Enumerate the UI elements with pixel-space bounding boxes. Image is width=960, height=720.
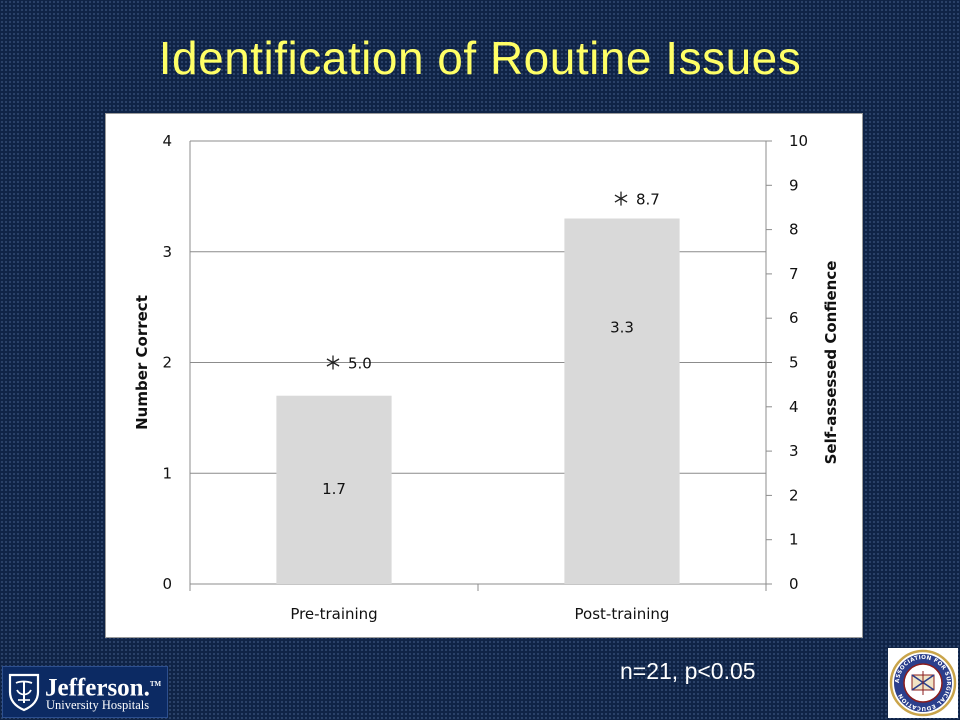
chart-panel: 0 1 2 3 4 0 1 2 3 4 5 6 7 8 9 10 1.7 Pre-training 5.0 3.3 Po… [105,113,863,638]
left-tick-label: 3 [162,243,172,261]
left-tick-label: 4 [162,132,172,150]
bar [276,395,392,584]
slide-title: Identification of Routine Issues [158,32,802,84]
category-label: Pre-training [290,605,377,623]
right-tick-label: 9 [789,176,799,194]
category-label: Post-training [575,605,670,623]
left-tick-label: 0 [162,575,172,593]
right-axis-title: Self-assessed Confience [822,261,840,465]
logo-trademark: TM [149,680,162,688]
right-tick-label: 7 [789,265,799,283]
labels: 0 1 2 3 4 0 1 2 3 4 5 6 7 8 9 10 1.7 Pre-training 5.0 3.3 Po… [133,132,840,623]
sample-size-note: n=21, p<0.05 [620,658,756,684]
bar-data-label: 3.3 [610,318,634,336]
asterisk-data-label: 5.0 [348,355,372,373]
left-tick-label: 1 [162,464,172,482]
axes [189,140,772,591]
right-tick-label: 4 [789,398,799,416]
bars [276,218,680,584]
asterisk-data-label: 8.7 [636,191,660,209]
jefferson-logo: Jefferson.TM University Hospitals [2,666,168,718]
left-tick-label: 2 [162,354,172,372]
right-tick-label: 6 [789,309,799,327]
bar-data-label: 1.7 [322,480,346,498]
bar [564,218,680,584]
association-seal-icon: ASSOCIATION FOR SURGICAL EDUCATION [889,649,957,717]
right-tick-label: 10 [789,132,808,150]
left-axis-title: Number Correct [133,295,151,430]
right-tick-label: 2 [789,486,799,504]
asterisk-marker [326,355,340,370]
right-tick-label: 0 [789,575,799,593]
bar-chart: 0 1 2 3 4 0 1 2 3 4 5 6 7 8 9 10 1.7 Pre-training 5.0 3.3 Po… [133,132,840,623]
logo-subtitle: University Hospitals [46,698,150,712]
logo-name-text: Jefferson. [45,674,150,702]
jefferson-crest-icon [8,673,40,712]
right-tick-label: 3 [789,442,799,460]
right-tick-label: 1 [789,531,799,549]
asterisk-marker [614,191,628,206]
right-tick-label: 5 [789,354,799,372]
association-seal-logo: ASSOCIATION FOR SURGICAL EDUCATION [888,648,958,718]
right-tick-label: 8 [789,221,799,239]
